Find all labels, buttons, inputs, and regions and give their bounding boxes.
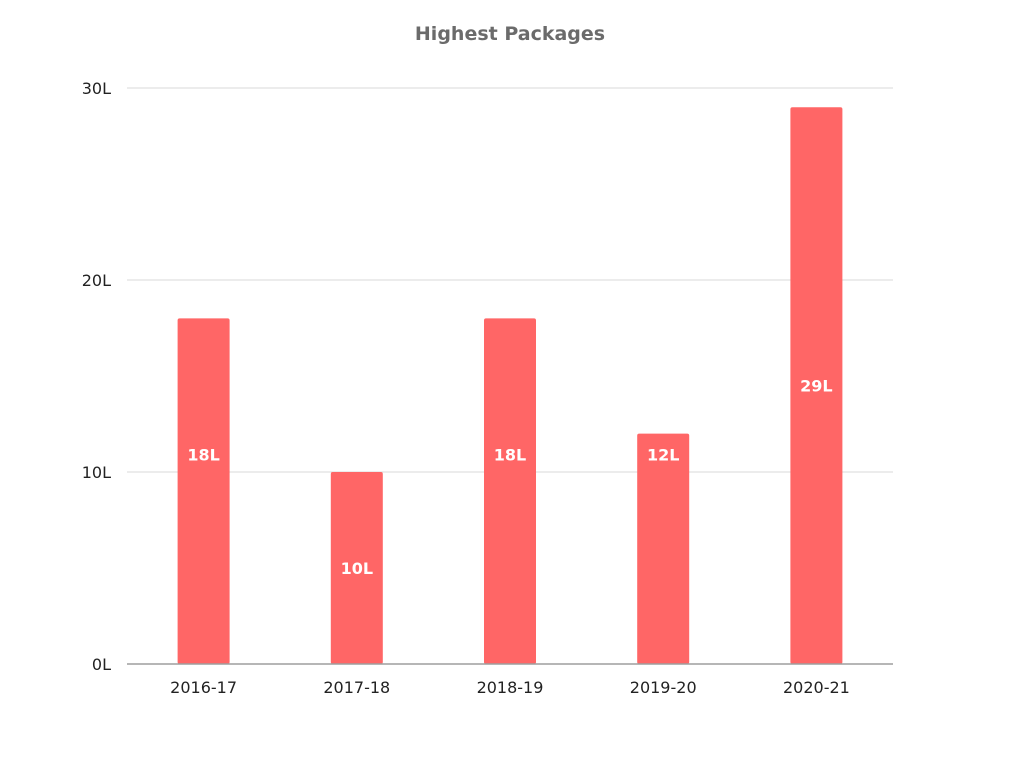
data-label: 10L (341, 559, 373, 578)
y-tick-label: 30L (82, 79, 111, 98)
x-tick-label: 2019-20 (630, 678, 697, 697)
bar-2016-17 (177, 318, 230, 664)
bar-2020-21 (790, 107, 843, 664)
chart-title: Highest Packages (415, 23, 605, 45)
data-label: 12L (647, 446, 679, 465)
data-labels: 18L 10L 18L 12L 29L (187, 377, 832, 578)
data-label: 18L (494, 446, 526, 465)
y-axis-ticks: 0L 10L 20L 30L (82, 79, 111, 674)
y-tick-label: 10L (82, 463, 111, 482)
y-tick-label: 20L (82, 271, 111, 290)
x-tick-label: 2020-21 (783, 678, 850, 697)
bar-2017-18 (330, 472, 383, 664)
bar-2019-20 (637, 433, 690, 664)
data-label: 18L (187, 446, 219, 465)
x-tick-label: 2018-19 (477, 678, 544, 697)
bar-2018-19 (484, 318, 536, 664)
x-tick-label: 2017-18 (323, 678, 390, 697)
x-tick-label: 2016-17 (170, 678, 237, 697)
bars (177, 107, 843, 664)
y-tick-label: 0L (92, 655, 111, 674)
x-axis-ticks: 2016-17 2017-18 2018-19 2019-20 2020-21 (170, 678, 850, 697)
data-label: 29L (800, 377, 832, 396)
